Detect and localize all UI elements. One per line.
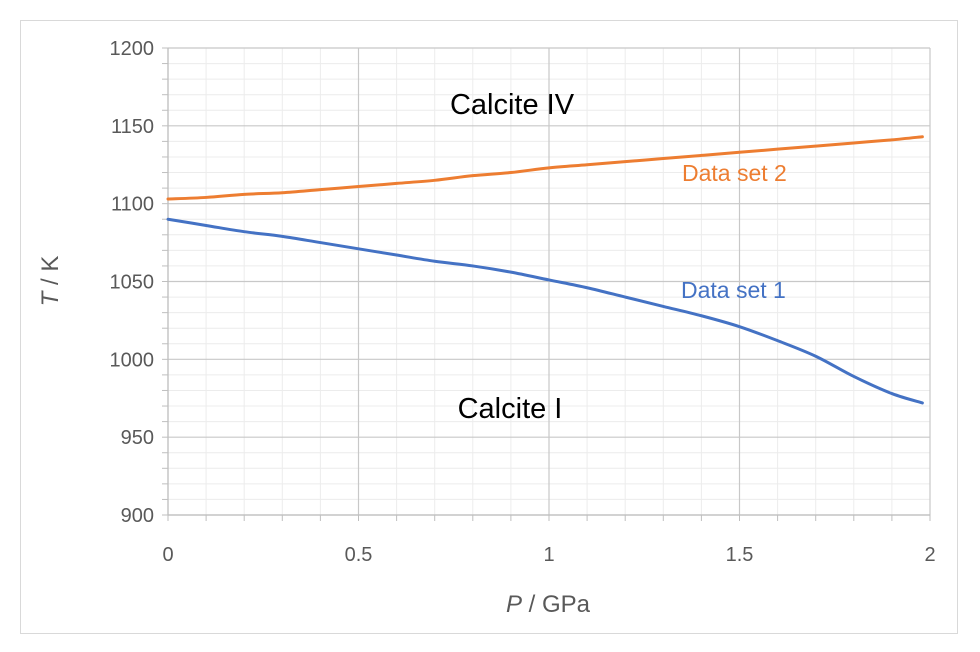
series-line-data-set-1: [166, 217, 924, 405]
y-tick-label: 1000: [110, 349, 155, 371]
series-layer: [166, 135, 924, 405]
x-tick-label: 0.5: [345, 544, 373, 566]
x-tick-label: 1.5: [726, 544, 754, 566]
x-tick-labels: 0 0.5 1 1.5 2: [162, 544, 935, 566]
x-axis-title: P / GPa: [506, 591, 591, 618]
y-tick-labels: 900 950 1000 1050 1100 1150 1200: [110, 38, 155, 527]
x-tick-label: 0: [162, 544, 173, 566]
y-tick-label: 1150: [111, 116, 154, 138]
series-label-data-set-1: Data set 1: [681, 277, 786, 303]
x-tick-label: 2: [924, 544, 935, 566]
y-tick-label: 1100: [111, 194, 154, 216]
x-axis-unit: / GPa: [522, 591, 591, 618]
x-tick-label: 1: [543, 544, 554, 566]
y-tick-label: 1200: [110, 38, 155, 60]
region-label-calcite-i: Calcite I: [458, 393, 563, 425]
x-axis-variable: P: [506, 591, 522, 618]
y-axis-title: T / K: [37, 256, 64, 307]
series-label-data-set-2: Data set 2: [682, 160, 787, 186]
plot-border: [162, 47, 931, 521]
series-line-data-set-2: [166, 135, 924, 201]
region-label-calcite-iv: Calcite IV: [450, 89, 575, 121]
y-tick-label: 1050: [110, 272, 155, 294]
y-axis-variable: T: [37, 289, 64, 306]
y-tick-label: 950: [121, 427, 154, 449]
y-axis-unit: / K: [37, 256, 64, 292]
y-tick-label: 900: [121, 505, 154, 527]
chart-frame: [20, 20, 958, 634]
